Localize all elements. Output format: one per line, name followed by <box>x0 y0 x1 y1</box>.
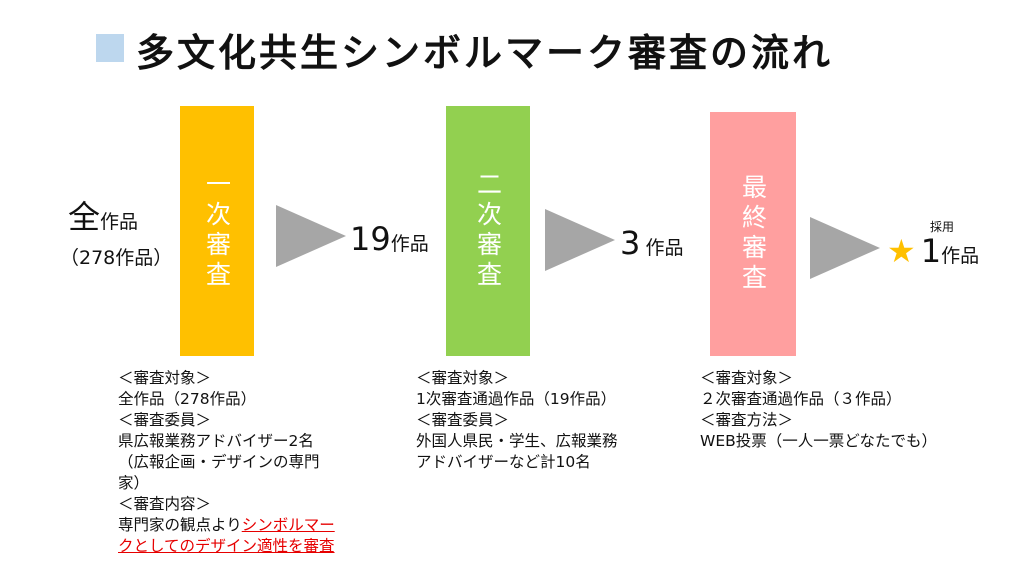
result-first-num: 19 <box>350 220 391 258</box>
start-count-sub: （278作品） <box>60 247 173 269</box>
stage-first-review: 一次審査 <box>180 106 254 356</box>
title-square-icon <box>96 34 124 62</box>
start-count-big: 全 <box>68 198 101 236</box>
result-second-num: 3 <box>620 224 641 262</box>
detail-second-review: ＜審査対象＞ 1次審査通過作品（19作品） ＜審査委員＞ 外国人県民・学生、広報… <box>416 369 618 471</box>
stage-second-review: 二次審査 <box>446 106 530 356</box>
result-final: ★ 1作品 <box>887 232 980 270</box>
stage-final-review: 最終審査 <box>710 112 796 356</box>
start-count-unit: 作品 <box>100 211 139 233</box>
page-title: 多文化共生シンボルマーク審査の流れ <box>136 31 834 75</box>
result-final-unit: 作品 <box>941 245 980 267</box>
result-second-unit: 作品 <box>645 237 684 259</box>
stage-second-label: 二次審査 <box>473 171 503 291</box>
star-icon: ★ <box>887 232 916 270</box>
result-after-first: 19作品 <box>350 220 429 258</box>
arrow-right-icon <box>810 217 880 279</box>
adopted-note: 採用 <box>930 220 955 234</box>
result-after-second: 3 作品 <box>620 224 684 262</box>
arrow-right-icon <box>276 205 346 267</box>
arrow-right-icon <box>545 209 615 271</box>
start-count: 全作品 <box>68 198 139 236</box>
stage-first-label: 一次審査 <box>202 171 232 291</box>
detail-final-review: ＜審査対象＞ ２次審査通過作品（３作品） ＜審査方法＞ WEB投票（一人一票どな… <box>700 369 937 450</box>
detail-first-review: ＜審査対象＞ 全作品（278作品） ＜審査委員＞ 県広報業務アドバイザー2名 （… <box>118 368 378 557</box>
stage-final-label: 最終審査 <box>738 174 768 294</box>
detail-first-text: ＜審査対象＞ 全作品（278作品） ＜審査委員＞ 県広報業務アドバイザー2名 （… <box>118 369 320 534</box>
detail-first-highlight: シンボルマー クとしてのデザイン適性を審査 <box>118 516 335 555</box>
result-first-unit: 作品 <box>390 233 429 255</box>
result-final-num: 1 <box>920 232 942 270</box>
